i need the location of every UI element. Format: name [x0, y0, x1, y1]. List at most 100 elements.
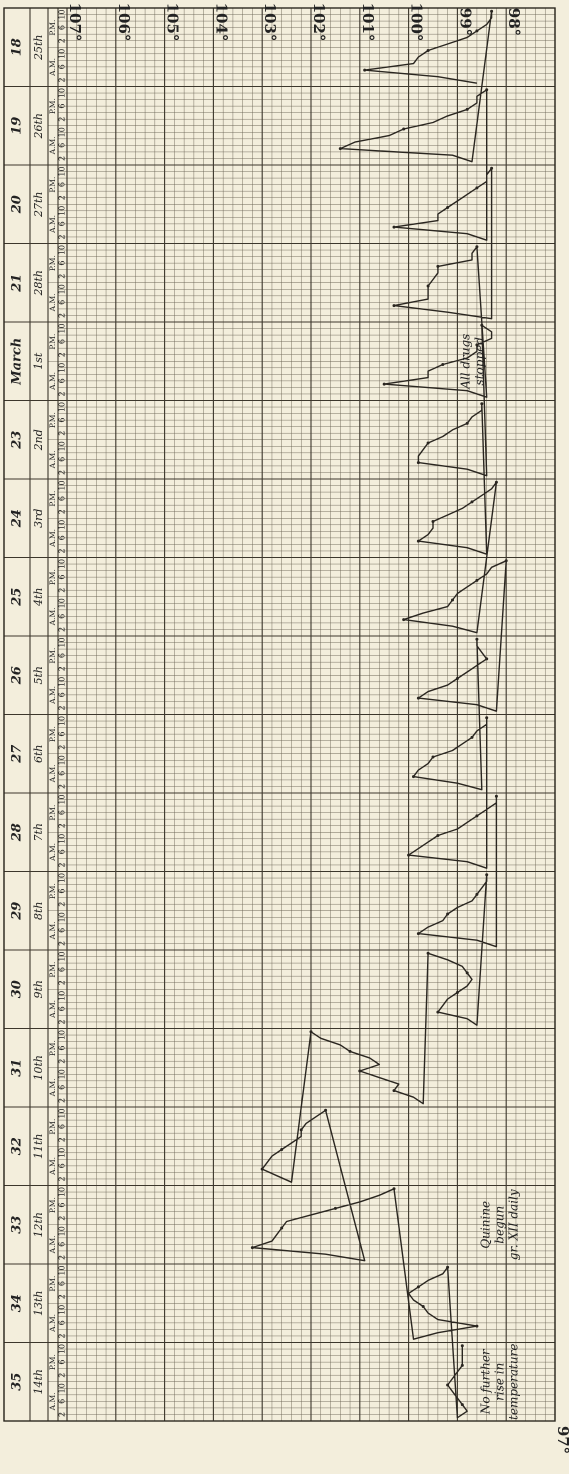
pm-label: P.M.	[48, 1040, 57, 1056]
temperature-point	[392, 225, 396, 229]
temperature-point	[299, 1128, 303, 1132]
hour-label: 6	[58, 1242, 67, 1247]
hour-label: 2	[58, 941, 67, 946]
pm-label: P.M.	[48, 334, 57, 350]
hour-label: 2	[58, 1216, 67, 1221]
date-label: 6th	[32, 744, 45, 763]
hour-label: 10	[58, 794, 67, 804]
annotation-text: No further	[479, 1348, 493, 1415]
date-label: 4th	[32, 587, 45, 607]
hour-label: 6	[58, 928, 67, 933]
hour-label: 10	[58, 991, 67, 1001]
hour-label: 10	[58, 1383, 67, 1393]
pm-label: P.M.	[48, 1354, 57, 1370]
hour-label: 10	[58, 598, 67, 608]
hour-label: 2	[58, 1176, 67, 1181]
date-label: 25th	[32, 34, 45, 61]
hour-label: 2	[58, 274, 67, 279]
grid	[3, 7, 556, 1422]
hour-label: 6	[58, 1046, 67, 1051]
hour-label: 2	[58, 313, 67, 318]
hour-label: 6	[58, 378, 67, 383]
hour-label: 6	[58, 1360, 67, 1365]
temperature-point	[446, 1265, 450, 1269]
hour-label: 2	[58, 705, 67, 710]
hour-label: 2	[58, 352, 67, 357]
temperature-point	[358, 1069, 362, 1073]
am-label: A.M.	[48, 215, 57, 234]
hour-label: 6	[58, 732, 67, 737]
hour-label: 10	[58, 1030, 67, 1040]
hour-label: 10	[58, 912, 67, 922]
pm-label: P.M.	[48, 255, 57, 271]
date-label: 28th	[32, 270, 45, 297]
temperature-curve	[250, 9, 508, 1419]
day-number-label: 23	[10, 431, 25, 450]
temperature-point	[494, 794, 498, 798]
annotation-text: rise in	[493, 1363, 507, 1401]
pm-label: P.M.	[48, 726, 57, 742]
hour-label: 6	[58, 1163, 67, 1168]
hour-label: 6	[58, 1006, 67, 1011]
hour-label: 6	[58, 104, 67, 109]
hour-label: 2	[58, 431, 67, 436]
hour-label: 10	[58, 1305, 67, 1315]
date-label: 8th	[32, 901, 45, 920]
temperature-tick-label: 101°	[359, 3, 377, 42]
temperature-point	[426, 441, 430, 445]
hour-label: 6	[58, 1281, 67, 1286]
temperature-point	[446, 912, 450, 916]
hour-label: 2	[58, 1373, 67, 1378]
date-label: 10th	[32, 1055, 45, 1081]
am-label: A.M.	[48, 58, 57, 77]
day-number-label: 34	[10, 1294, 25, 1312]
pm-label: P.M.	[48, 805, 57, 821]
am-label: A.M.	[48, 293, 57, 312]
hour-label: 10	[58, 677, 67, 687]
temperature-tick-label: 102°	[310, 3, 328, 42]
temperature-point	[309, 1030, 313, 1034]
temperature-point	[426, 49, 430, 52]
hour-label: 2	[58, 627, 67, 632]
hour-label: 6	[58, 692, 67, 697]
hour-label: 6	[58, 771, 67, 776]
temperature-point	[475, 814, 479, 818]
day-number-label: 31	[10, 1059, 25, 1077]
temperature-point	[421, 1305, 425, 1308]
temperature-point	[416, 539, 420, 543]
temperature-point	[475, 343, 479, 347]
temperature-point	[416, 932, 420, 936]
temperature-point	[260, 1167, 264, 1171]
temperature-point	[392, 304, 396, 308]
temperature-point	[494, 480, 498, 484]
hour-label: 10	[58, 284, 67, 294]
day-number-label: 28	[10, 823, 25, 842]
hour-label: 10	[58, 88, 67, 98]
hour-label: 10	[58, 716, 67, 726]
hour-label: 6	[58, 418, 67, 423]
temperature-tick-label: 105°	[164, 3, 182, 42]
temperature-point	[338, 147, 342, 151]
temperature-point	[392, 1187, 396, 1191]
hour-label: 6	[58, 496, 67, 501]
hour-label: 10	[58, 834, 67, 844]
pm-label: P.M.	[48, 962, 57, 978]
date-label: 5th	[32, 666, 45, 685]
pm-label: P.M.	[48, 98, 57, 114]
hour-label: 10	[58, 951, 67, 961]
hour-label: 10	[58, 559, 67, 569]
hour-label: 6	[58, 889, 67, 894]
temperature-point	[436, 264, 440, 268]
hour-label: 6	[58, 1085, 67, 1090]
temperature-tick-label: 103°	[261, 3, 279, 42]
day-number-label: 27	[10, 745, 25, 764]
temperature-tick-label: 104°	[212, 3, 230, 42]
am-label: A.M.	[48, 921, 57, 940]
temperature-point	[451, 598, 454, 602]
pm-label: P.M.	[48, 1119, 57, 1135]
hour-label: 2	[58, 1412, 67, 1417]
temperature-point	[324, 1108, 328, 1112]
hour-label: 6	[58, 1124, 67, 1129]
annotation-text: temperature	[507, 1344, 521, 1420]
temperature-point	[426, 951, 430, 955]
